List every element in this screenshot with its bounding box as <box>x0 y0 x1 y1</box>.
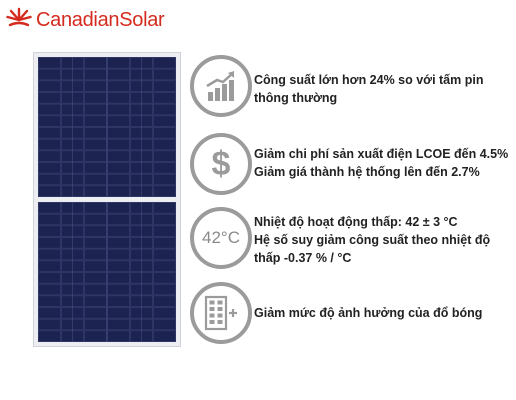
feature-temperature: 42°C Nhiệt độ hoạt động thấp: 42 ± 3 °C … <box>188 207 514 287</box>
shading-cells-icon <box>190 282 252 344</box>
feature-temperature-line-1: Nhiệt độ hoạt động thấp: 42 ± 3 °C <box>254 215 458 229</box>
feature-cost-line-2: Giảm giá thành hệ thống lên đến 2.7% <box>254 165 480 179</box>
feature-power: Công suất lớn hơn 24% so với tấm pin thô… <box>188 55 514 135</box>
brand-logo: CanadianSolar <box>6 4 165 36</box>
feature-shading-line-1: Giảm mức độ ảnh hưởng của đổ bóng <box>254 306 483 320</box>
temperature-icon: 42°C <box>190 207 252 269</box>
feature-temperature-line-3: thấp -0.37 % / °C <box>254 251 352 265</box>
solar-panel-image <box>33 52 181 347</box>
svg-text:$: $ <box>212 145 231 183</box>
feature-cost: $ Giảm chi phí sản xuất điện LCOE đến 4.… <box>188 133 514 213</box>
feature-shading: Giảm mức độ ảnh hưởng của đổ bóng <box>188 282 514 362</box>
feature-temperature-line-2: Hệ số suy giảm công suất theo nhiệt độ <box>254 233 491 247</box>
feature-power-line-2: thông thường <box>254 91 338 105</box>
brand-name: CanadianSolar <box>36 8 165 31</box>
sun-logo-icon <box>6 7 32 27</box>
feature-power-line-1: Công suất lớn hơn 24% so với tấm pin <box>254 73 484 87</box>
dollar-icon: $ <box>190 133 252 195</box>
temperature-icon-label: 42°C <box>202 228 240 247</box>
growth-chart-icon <box>190 55 252 117</box>
feature-cost-line-1: Giảm chi phí sản xuất điện LCOE đến 4.5% <box>254 147 509 161</box>
